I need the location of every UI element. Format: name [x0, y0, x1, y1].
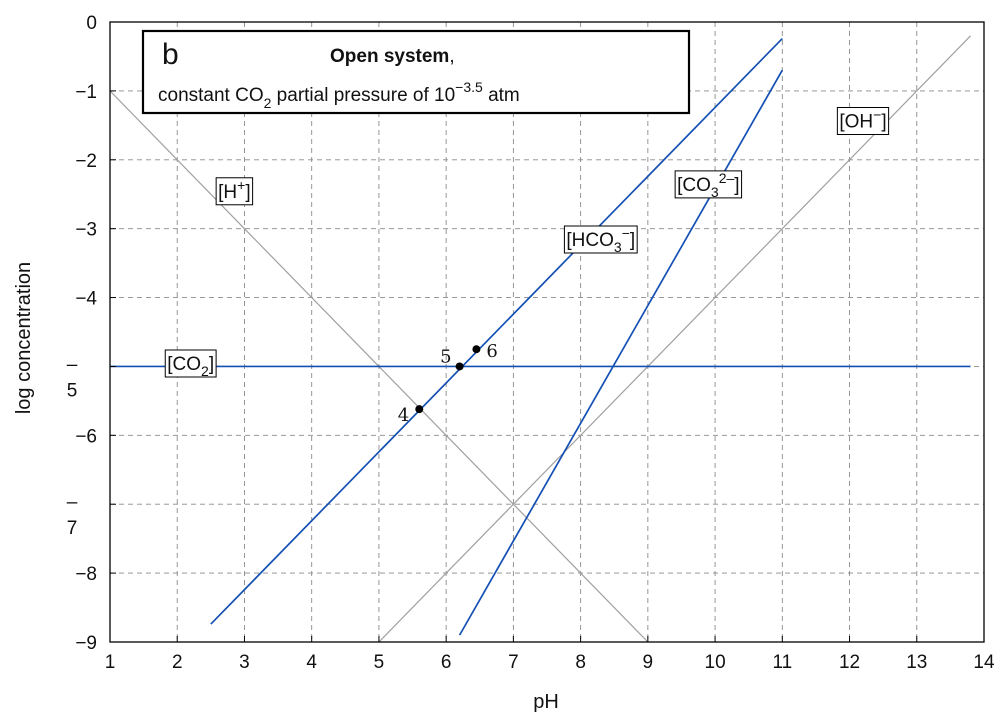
- x-tick-label: 12: [839, 652, 860, 673]
- y-tick-label-line2: 7: [67, 518, 78, 539]
- x-tick-label: 13: [906, 652, 927, 673]
- title-line-1: Open system,: [330, 46, 455, 67]
- chart-subtitle: constant CO2 partial pressure of 10−3.5 …: [158, 79, 520, 111]
- series-label-0: [H+]: [215, 177, 254, 206]
- subtitle-sup: −3.5: [455, 79, 483, 95]
- x-tick-label: 11: [772, 652, 792, 673]
- y-tick-label: 0: [86, 13, 97, 34]
- x-tick-label: 7: [508, 652, 519, 673]
- x-tick-label: 8: [575, 652, 586, 673]
- series-label-box: [215, 177, 254, 206]
- y-tick-label: −2: [75, 151, 97, 172]
- y-tick-label: –: [67, 492, 78, 513]
- series-label-text: [H+]: [218, 177, 250, 203]
- series-label-4: [CO32–]: [674, 170, 743, 200]
- y-axis-label: log concentration: [13, 262, 35, 414]
- subtitle-mid: partial pressure of 10: [271, 85, 455, 106]
- chart-title: Open system: [330, 46, 449, 67]
- x-axis-label: pH: [533, 691, 559, 713]
- x-tick-label: 2: [172, 652, 183, 673]
- series-label-text: [CO2]: [167, 354, 214, 379]
- y-tick-label: −4: [75, 289, 97, 310]
- series-line-3: [210, 37, 783, 625]
- y-tick-label-line2: 5: [67, 380, 78, 401]
- axis-ticks: 1 2 3 4 5 6 7 8 9 10 11 12 13 140−1−2−3−4–5−6–7−8−9: [67, 13, 995, 673]
- title-box-frame: [141, 29, 691, 115]
- x-tick-label: 9: [643, 652, 654, 673]
- panel-letter: b: [162, 38, 179, 71]
- series-line-4: [458, 69, 784, 636]
- y-tick-label: −1: [75, 82, 97, 103]
- data-point-6: [472, 345, 481, 354]
- point-label-5: 5: [440, 346, 451, 367]
- subtitle-post: atm: [483, 85, 520, 106]
- data-point-5: [455, 362, 464, 371]
- x-tick-label: 3: [239, 652, 250, 673]
- series-label-2: [CO2]: [164, 349, 217, 379]
- y-tick-label: –: [67, 354, 78, 375]
- title-box: b Open system, constant CO2 partial pres…: [141, 29, 691, 115]
- x-tick-label: 4: [306, 652, 317, 673]
- series-layer: [109, 35, 971, 643]
- series-labels: [H+] [OH−] [CO2] [HCO3−] [CO32–]: [164, 107, 890, 379]
- y-tick-label: −3: [75, 220, 97, 241]
- point-label-4: 4: [398, 405, 409, 426]
- y-tick-label: −8: [75, 564, 97, 585]
- plot-frame: [109, 21, 985, 643]
- series-label-box: [164, 349, 217, 378]
- y-tick-label: −9: [75, 633, 97, 654]
- series-label-3: [HCO3−]: [563, 225, 638, 255]
- series-line-1: [378, 35, 971, 643]
- subtitle-pre: constant CO: [158, 85, 264, 106]
- x-tick-label: 10: [705, 652, 726, 673]
- series-label-box: [674, 170, 743, 199]
- chart-title-comma: ,: [449, 46, 454, 67]
- x-tick-label: 14: [973, 652, 995, 673]
- subtitle-sub: 2: [264, 95, 272, 111]
- series-label-text: [HCO3−]: [566, 225, 635, 255]
- series-label-box: [563, 225, 638, 254]
- series-label-1: [OH−]: [836, 107, 890, 136]
- y-tick-label: −6: [75, 426, 97, 447]
- series-label-text: [OH−]: [839, 107, 886, 133]
- points-layer: 4 5 6: [398, 341, 498, 426]
- x-tick-label: 5: [374, 652, 385, 673]
- series-label-text: [CO32–]: [677, 170, 739, 200]
- x-tick-label: 6: [441, 652, 452, 673]
- point-label-6: 6: [486, 341, 497, 362]
- data-point-4: [415, 405, 424, 414]
- series-label-box: [836, 107, 890, 136]
- x-tick-label: 1: [105, 652, 116, 673]
